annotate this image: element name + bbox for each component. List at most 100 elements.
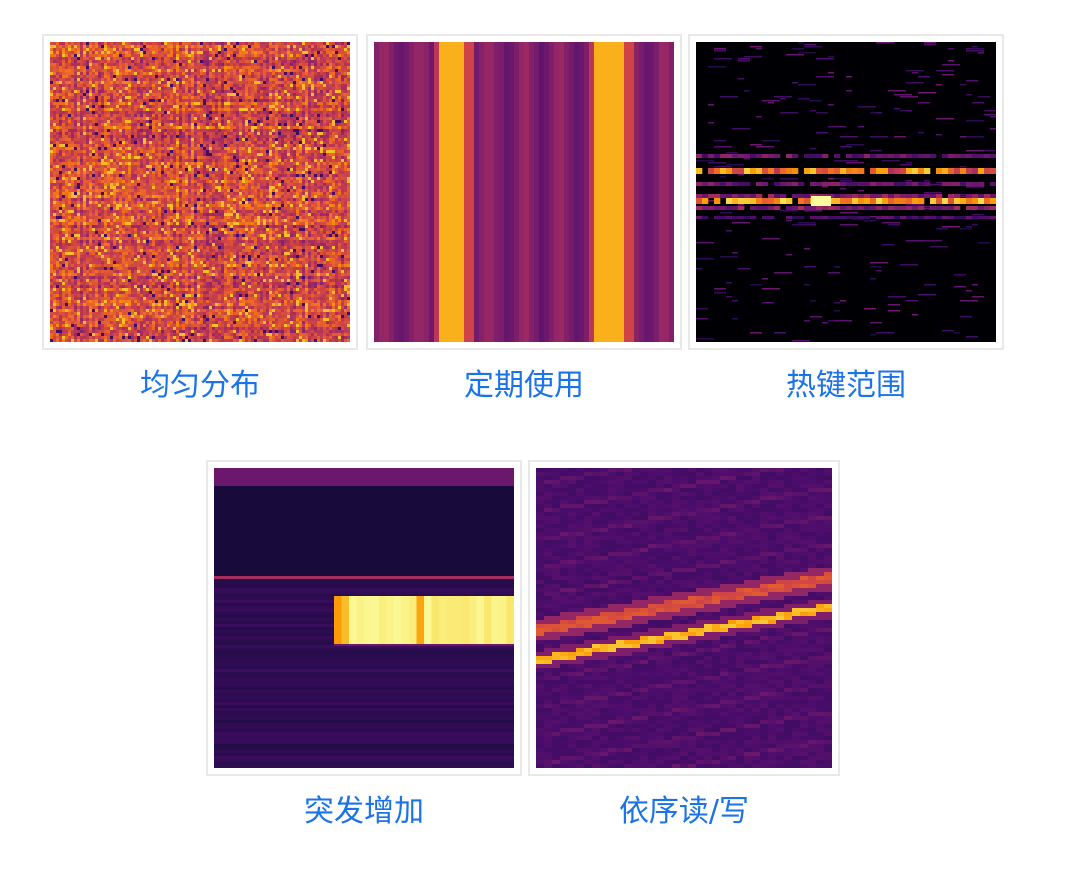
heatmap-cell xyxy=(239,147,243,151)
heatmap-cell xyxy=(293,42,297,46)
heatmap-cell xyxy=(170,93,174,97)
heatmap-cell xyxy=(77,162,81,166)
heatmap-cell xyxy=(254,156,258,160)
heatmap-cell xyxy=(248,42,252,46)
heatmap-cell xyxy=(161,165,165,169)
heatmap-cell xyxy=(224,66,228,70)
heatmap-cell xyxy=(242,57,246,61)
heatmap-cell xyxy=(158,126,162,130)
heatmap-cell xyxy=(107,102,111,106)
heatmap-cell xyxy=(158,141,162,145)
heatmap-cell xyxy=(197,81,201,85)
heatmap-cell xyxy=(167,162,171,166)
heatmap-cell xyxy=(143,189,147,193)
heatmap-cell xyxy=(194,102,198,106)
heatmap-cell xyxy=(149,90,153,94)
heatmap-cell xyxy=(155,45,159,49)
heatmap-cell xyxy=(254,66,258,70)
heatmap-cell xyxy=(122,114,126,118)
heatmap-cell xyxy=(89,162,93,166)
heatmap-cell xyxy=(152,135,156,139)
heatmap-cell xyxy=(149,102,153,106)
heatmap-cell xyxy=(275,108,279,112)
heatmap-cell xyxy=(218,54,222,58)
heatmap-cell xyxy=(140,78,144,82)
heatmap-cell xyxy=(254,111,258,115)
heatmap-cell xyxy=(251,42,255,46)
heatmap-cell xyxy=(245,180,249,184)
heatmap-cell xyxy=(146,66,150,70)
heatmap-cell xyxy=(272,78,276,82)
heatmap-cell xyxy=(173,132,177,136)
heatmap-cell xyxy=(137,120,141,124)
heatmap-cell xyxy=(182,138,186,142)
heatmap-cell xyxy=(140,57,144,61)
heatmap-cell xyxy=(218,105,222,109)
heatmap-cell xyxy=(125,129,129,133)
heatmap-cell xyxy=(263,162,267,166)
heatmap-cell xyxy=(143,69,147,73)
heatmap-cell xyxy=(149,117,153,121)
heatmap-cell xyxy=(314,102,318,106)
heatmap-cell xyxy=(158,183,162,187)
heatmap-cell xyxy=(191,132,195,136)
heatmap-cell xyxy=(257,126,261,130)
heatmap-cell xyxy=(83,105,87,109)
heatmap-cell xyxy=(92,168,96,172)
heatmap-cell xyxy=(302,102,306,106)
heatmap-cell xyxy=(56,51,60,55)
heatmap-cell xyxy=(335,51,339,55)
heatmap-cell xyxy=(314,93,318,97)
heatmap-cell xyxy=(152,111,156,115)
heatmap-cell xyxy=(338,159,342,163)
heatmap-cell xyxy=(50,96,54,100)
heatmap-cell xyxy=(251,84,255,88)
heatmap-cell xyxy=(77,123,81,127)
heatmap-cell xyxy=(338,174,342,178)
heatmap-cell xyxy=(302,72,306,76)
heatmap-cell xyxy=(206,45,210,49)
heatmap-cell xyxy=(125,159,129,163)
heatmap-cell xyxy=(158,123,162,127)
heatmap-cell xyxy=(233,135,237,139)
heatmap-cell xyxy=(194,66,198,70)
heatmap-cell xyxy=(95,87,99,91)
heatmap-cell xyxy=(251,63,255,67)
heatmap-cell xyxy=(134,168,138,172)
heatmap-cell xyxy=(167,45,171,49)
heatmap-cell xyxy=(320,129,324,133)
heatmap-cell xyxy=(248,72,252,76)
heatmap-cell xyxy=(206,129,210,133)
heatmap-cell xyxy=(284,168,288,172)
heatmap-cell xyxy=(125,93,129,97)
heatmap-cell xyxy=(293,120,297,124)
heatmap-cell xyxy=(203,126,207,130)
heatmap-cell xyxy=(314,144,318,148)
heatmap-cell xyxy=(62,63,66,67)
heatmap-cell xyxy=(266,90,270,94)
heatmap-cell xyxy=(218,165,222,169)
heatmap-cell xyxy=(281,183,285,187)
heatmap-cell xyxy=(56,156,60,160)
heatmap-cell xyxy=(287,105,291,109)
heatmap-cell xyxy=(212,117,216,121)
heatmap-cell xyxy=(185,42,189,46)
heatmap-cell xyxy=(80,66,84,70)
heatmap-cell xyxy=(278,42,282,46)
heatmap-cell xyxy=(134,150,138,154)
heatmap-cell xyxy=(305,168,309,172)
heatmap-cell xyxy=(149,174,153,178)
heatmap-cell xyxy=(266,150,270,154)
heatmap-cell xyxy=(110,144,114,148)
heatmap-cell xyxy=(146,189,150,193)
heatmap-cell xyxy=(68,135,72,139)
heatmap-cell xyxy=(152,126,156,130)
heatmap-cell xyxy=(212,135,216,139)
heatmap-cell xyxy=(98,87,102,91)
heatmap-cell xyxy=(344,75,348,79)
heatmap-cell xyxy=(74,54,78,58)
heatmap-cell xyxy=(305,51,309,55)
heatmap-cell xyxy=(329,189,333,193)
heatmap-cell xyxy=(101,99,105,103)
heatmap-cell xyxy=(332,111,336,115)
